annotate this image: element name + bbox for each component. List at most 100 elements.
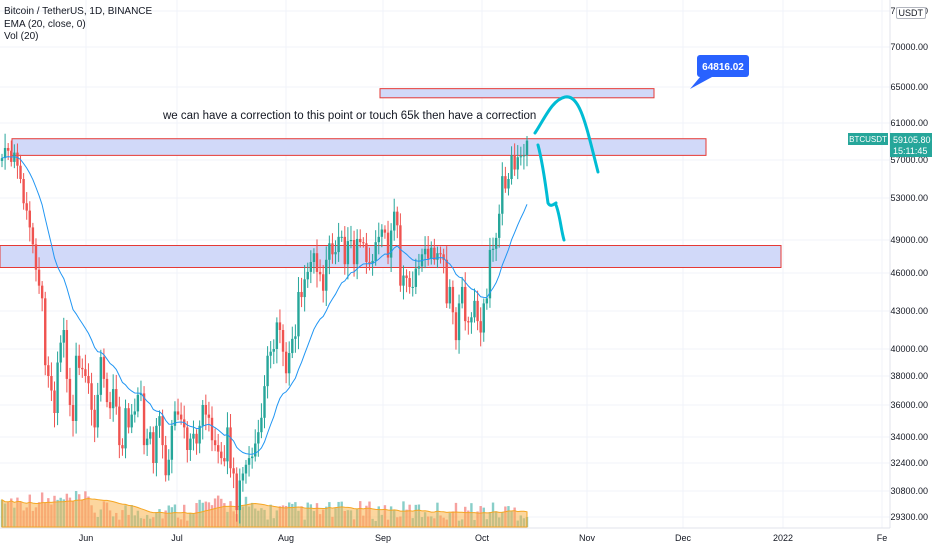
candle-body (111, 389, 115, 409)
candle-body (488, 249, 492, 299)
candle-body (423, 248, 427, 255)
candle-body (516, 157, 519, 170)
candle-body (161, 416, 164, 446)
price-tag (890, 133, 932, 157)
candle-body (275, 322, 279, 349)
candle-body (417, 266, 421, 269)
candle-body (300, 292, 303, 298)
candle-body (467, 321, 470, 323)
candle-body (127, 408, 130, 428)
candle-body (377, 236, 380, 243)
candle-body (47, 365, 50, 376)
candle-body (355, 238, 359, 265)
price-tick-label: 49000.00 (890, 235, 928, 245)
time-tick-label: Dec (675, 533, 692, 543)
candle-body (470, 317, 473, 323)
candle-body (93, 409, 96, 428)
candle-body (399, 225, 402, 286)
symbol-tag-text: BTCUSDT (849, 135, 887, 144)
candle-body (494, 237, 498, 249)
candle-body (28, 210, 31, 228)
candle-body (183, 419, 186, 428)
symbol-tag (848, 133, 888, 145)
time-axis-labels: Jun Jul Aug Sep Oct Nov Dec 2022 Fe (79, 533, 888, 543)
candle-body (189, 438, 192, 450)
candle-body (108, 402, 112, 409)
candle-body (318, 271, 322, 275)
candle-body (260, 417, 263, 433)
candle-body (448, 286, 451, 304)
candle-body (303, 279, 306, 298)
candle-body (312, 253, 316, 262)
candle-body (53, 390, 56, 413)
candle-body (504, 176, 507, 189)
price-tag-text: 59105.80 (893, 135, 931, 145)
annotation-text: we can have a correction to this point o… (162, 110, 536, 122)
candle-body (522, 155, 526, 157)
candle-body (201, 405, 204, 426)
price-callout[interactable]: 64816.02 (690, 55, 749, 89)
price-tick-label: 70000.00 (890, 42, 928, 52)
candle-body (204, 405, 208, 415)
candle-body (130, 414, 133, 428)
candle-body (294, 336, 297, 339)
candle-body (176, 411, 180, 415)
time-tick-label: Jul (171, 533, 183, 543)
candle-body (68, 378, 72, 405)
candle-body (62, 330, 65, 343)
candle-body (254, 443, 257, 457)
currency-badge[interactable]: USDT (895, 7, 926, 19)
volume-legend[interactable]: Vol (20) (4, 31, 39, 42)
price-zone (379, 88, 655, 99)
candle-body (44, 298, 47, 366)
candle-body (362, 242, 365, 244)
candle-body (498, 213, 501, 238)
candle-body (133, 411, 136, 415)
candle-body (207, 414, 211, 418)
candle-body (195, 433, 198, 444)
candle-body (241, 473, 245, 481)
volume-ma-area (1, 497, 528, 528)
candle-body (0, 158, 4, 161)
candle-body (408, 278, 411, 287)
price-callout-pointer (690, 77, 712, 89)
candle-body (238, 480, 241, 511)
candle-body (352, 240, 356, 265)
ema-legend[interactable]: EMA (20, close, 0) (4, 18, 86, 30)
candle-body (81, 367, 84, 370)
candle-body (232, 468, 235, 474)
candle-body (149, 432, 152, 439)
candle-body (10, 150, 13, 162)
candle-body (288, 353, 291, 374)
candle-body (281, 330, 285, 352)
candle-body (272, 349, 275, 352)
countdown-text: 15:11:45 (893, 146, 927, 156)
candle-body (74, 355, 78, 421)
ema-line (1, 156, 528, 455)
candle-body (121, 445, 124, 449)
candle-body (266, 355, 269, 387)
candle-body (340, 236, 343, 238)
candle-body (263, 386, 266, 418)
time-tick-label: Oct (475, 533, 490, 543)
candle-body (513, 155, 516, 170)
symbol-line[interactable]: Bitcoin / TetherUS, 1D, BINANCE (4, 6, 153, 17)
candle-body (309, 262, 313, 272)
candle-body (102, 357, 106, 379)
candle-body (71, 405, 75, 421)
candle-body (436, 253, 439, 260)
price-tick-label: 38000.00 (890, 371, 928, 381)
candle-body (213, 440, 217, 446)
candle-body (383, 229, 387, 233)
candle-body (145, 438, 149, 446)
candle-body (501, 176, 504, 214)
candle-body (510, 155, 513, 179)
candle-body (519, 156, 523, 158)
time-tick-label: Nov (579, 533, 596, 543)
candle-body (56, 362, 59, 413)
candle-body (115, 389, 118, 407)
candle-body (349, 240, 353, 242)
candlesticks (0, 133, 529, 524)
candle-body (321, 274, 325, 291)
